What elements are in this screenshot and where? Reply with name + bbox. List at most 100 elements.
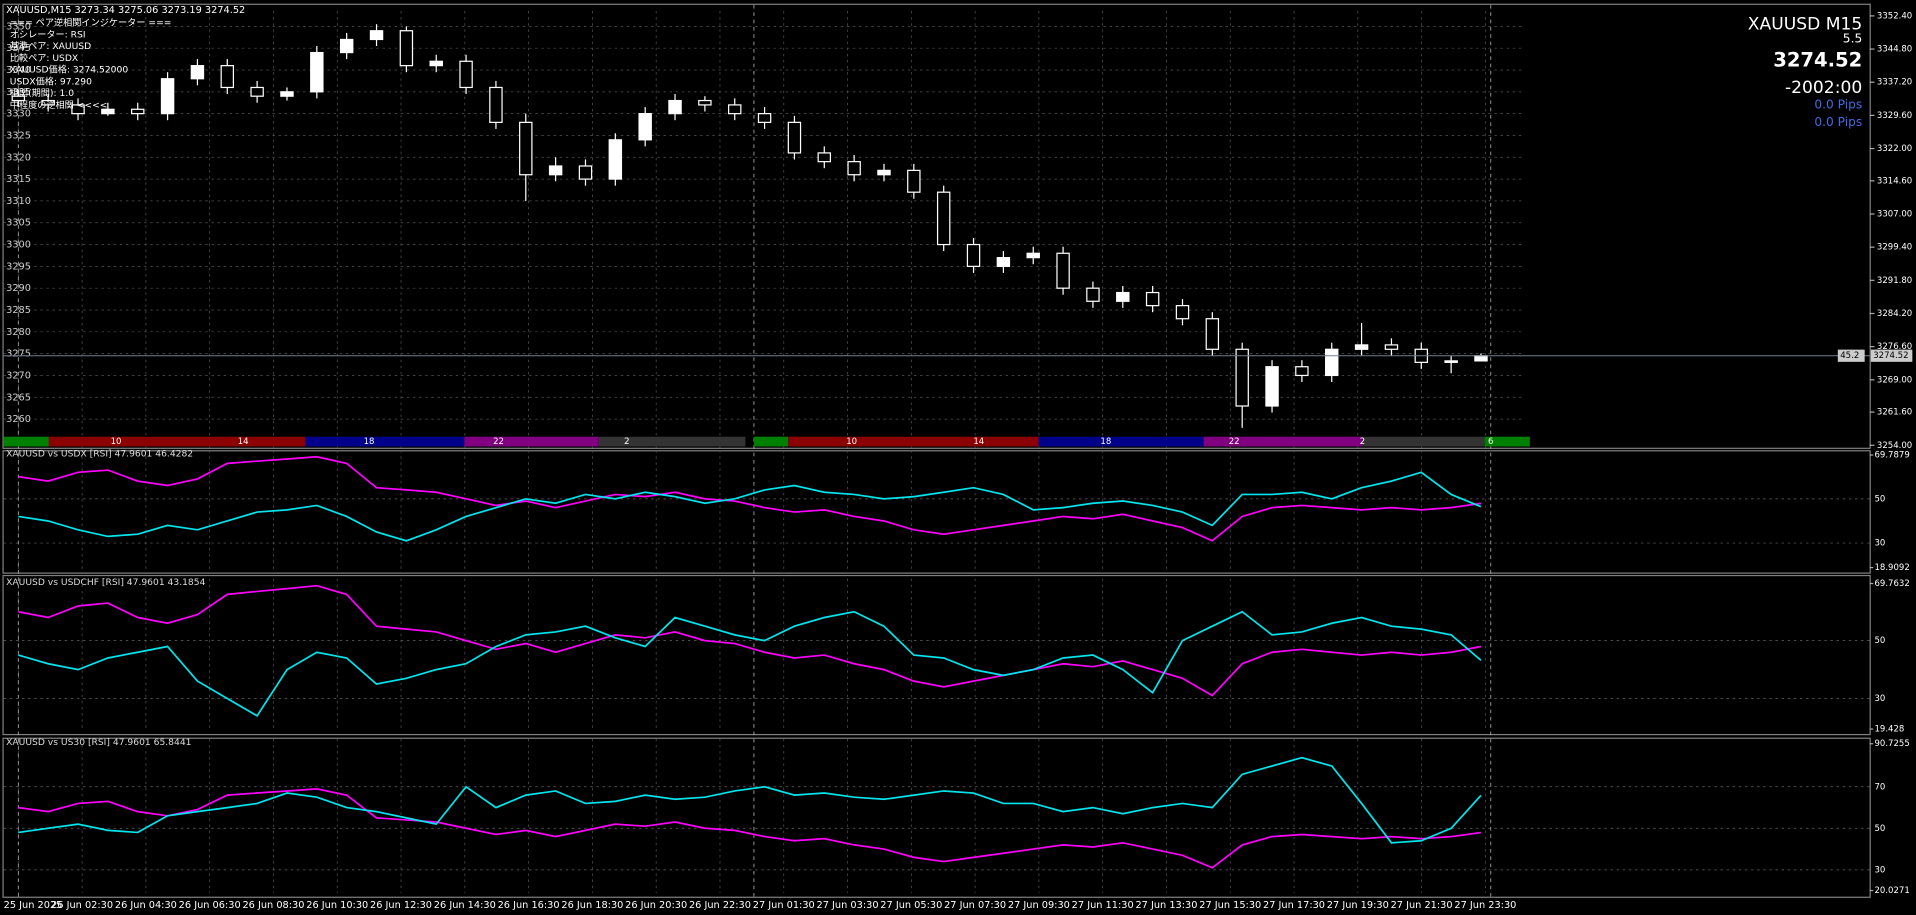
- candle-body: [160, 78, 175, 115]
- session-segment: [598, 436, 746, 447]
- candle-body: [1205, 318, 1220, 350]
- y-tick-label: 3322.00: [1877, 144, 1912, 154]
- x-tick-label: 26 Jun 12:30: [370, 900, 432, 911]
- overlay-line: 相関(期間): 1.0: [10, 87, 74, 99]
- x-tick-label: 26 Jun 02:30: [51, 900, 113, 911]
- x-tick-label: 25 Jun 2025: [4, 900, 63, 911]
- y-tick-label: 3299.40: [1877, 243, 1912, 253]
- panel-frame: [2, 450, 1871, 574]
- y-tick-label: 18.9092: [1874, 563, 1909, 573]
- candle-body: [459, 60, 473, 89]
- left-tick-label: 3260: [6, 414, 31, 425]
- x-tick-label: 27 Jun 01:30: [753, 900, 815, 911]
- y-tick-label: 3344.80: [1877, 45, 1912, 55]
- price-label-bg: [1870, 349, 1913, 362]
- price-tag: 45.2: [1840, 351, 1859, 361]
- x-tick-label: 27 Jun 13:30: [1135, 900, 1197, 911]
- info-pips: 0.0 Pips: [1814, 98, 1862, 112]
- candle-body: [996, 257, 1011, 267]
- series-line: [18, 455, 1482, 542]
- candle-body: [339, 38, 354, 54]
- session-label: 6: [1488, 437, 1493, 447]
- x-tick-label: 27 Jun 23:30: [1454, 900, 1516, 911]
- left-tick-label: 3310: [6, 196, 31, 207]
- candle-body: [1265, 366, 1279, 407]
- info-pips: 0.0 Pips: [1814, 115, 1862, 129]
- y-tick-label: 69.7879: [1874, 451, 1909, 461]
- candle-body: [519, 121, 533, 176]
- candle-body: [250, 86, 264, 97]
- candle-body: [728, 104, 742, 115]
- left-tick-label: 3265: [6, 392, 31, 403]
- candle-body: [101, 108, 115, 115]
- session-segment: [1362, 436, 1485, 447]
- chart-title: XAUUSD,M15 3273.34 3275.06 3273.19 3274.…: [6, 5, 245, 16]
- candle-body: [1325, 348, 1339, 377]
- panel-title: XAUUSD vs USDX [RSI] 47.9601 46.4282: [6, 448, 193, 459]
- session-label: 22: [493, 437, 504, 447]
- session-label: 14: [973, 437, 984, 447]
- candle-body: [638, 113, 652, 141]
- candle-body: [548, 165, 563, 176]
- left-tick-label: 3300: [6, 240, 31, 251]
- series-line: [18, 788, 1482, 869]
- session-segment: [3, 436, 49, 447]
- y-tick-label: 50: [1874, 636, 1885, 646]
- candle-body: [1295, 366, 1309, 377]
- session-label: 2: [1360, 437, 1365, 447]
- overlay-line: オシレーター: RSI: [10, 29, 86, 40]
- y-tick-label: 3284.20: [1877, 309, 1912, 319]
- candle-body: [1175, 305, 1190, 320]
- candle-body: [668, 99, 682, 115]
- candle-body: [698, 99, 712, 106]
- session-segment: [753, 436, 789, 447]
- y-tick-label: 3329.60: [1877, 111, 1912, 121]
- x-tick-label: 27 Jun 11:30: [1072, 900, 1134, 911]
- candle-body: [817, 152, 832, 163]
- x-tick-label: 27 Jun 05:30: [880, 900, 942, 911]
- y-tick-label: 3307.00: [1877, 210, 1912, 220]
- x-tick-label: 27 Jun 03:30: [817, 900, 879, 911]
- left-tick-label: 3295: [6, 261, 31, 272]
- x-tick-label: 26 Jun 08:30: [242, 900, 304, 911]
- overlay-line: XAUUSD価格: 3274.52000: [10, 64, 129, 76]
- y-tick-label: 3337.20: [1877, 78, 1912, 88]
- x-tick-label: 27 Jun 09:30: [1008, 900, 1070, 911]
- price-label: 3274.52: [1873, 351, 1908, 361]
- candle-body: [578, 165, 593, 180]
- candle-body: [399, 30, 414, 67]
- session-label: 18: [364, 437, 375, 447]
- candle-body: [1474, 355, 1488, 362]
- candle-body: [190, 65, 205, 80]
- session-label: 22: [1229, 437, 1240, 447]
- panel-title: XAUUSD vs USDCHF [RSI] 47.9601 43.1854: [6, 577, 205, 588]
- y-tick-label: 3291.80: [1877, 276, 1912, 286]
- candle-body: [907, 169, 921, 193]
- candle-body: [280, 91, 294, 97]
- candle-body: [608, 139, 623, 180]
- y-tick-label: 3314.60: [1877, 176, 1912, 186]
- candle-body: [1354, 344, 1369, 350]
- candle-body: [489, 86, 503, 123]
- session-label: 18: [1100, 437, 1111, 447]
- x-tick-label: 26 Jun 18:30: [561, 900, 623, 911]
- y-tick-label: 3276.60: [1877, 342, 1912, 352]
- x-tick-label: 26 Jun 22:30: [689, 900, 751, 911]
- session-segment: [1038, 436, 1204, 447]
- session-segment: [464, 436, 599, 447]
- y-tick-label: 50: [1874, 824, 1885, 834]
- left-tick-label: 3330: [6, 109, 31, 120]
- session-label: 10: [111, 437, 122, 447]
- series-line: [18, 610, 1482, 718]
- session-segment: [1484, 436, 1530, 447]
- x-tick-label: 27 Jun 17:30: [1263, 900, 1325, 911]
- y-tick-label: 20.0271: [1874, 886, 1909, 896]
- left-tick-label: 3285: [6, 305, 31, 316]
- info-timer: -2002:00: [1785, 78, 1862, 98]
- y-tick-label: 69.7632: [1874, 579, 1909, 589]
- candle-body: [369, 30, 384, 41]
- candle-body: [787, 121, 802, 154]
- candle-body: [1056, 252, 1070, 289]
- series-line: [18, 471, 1482, 542]
